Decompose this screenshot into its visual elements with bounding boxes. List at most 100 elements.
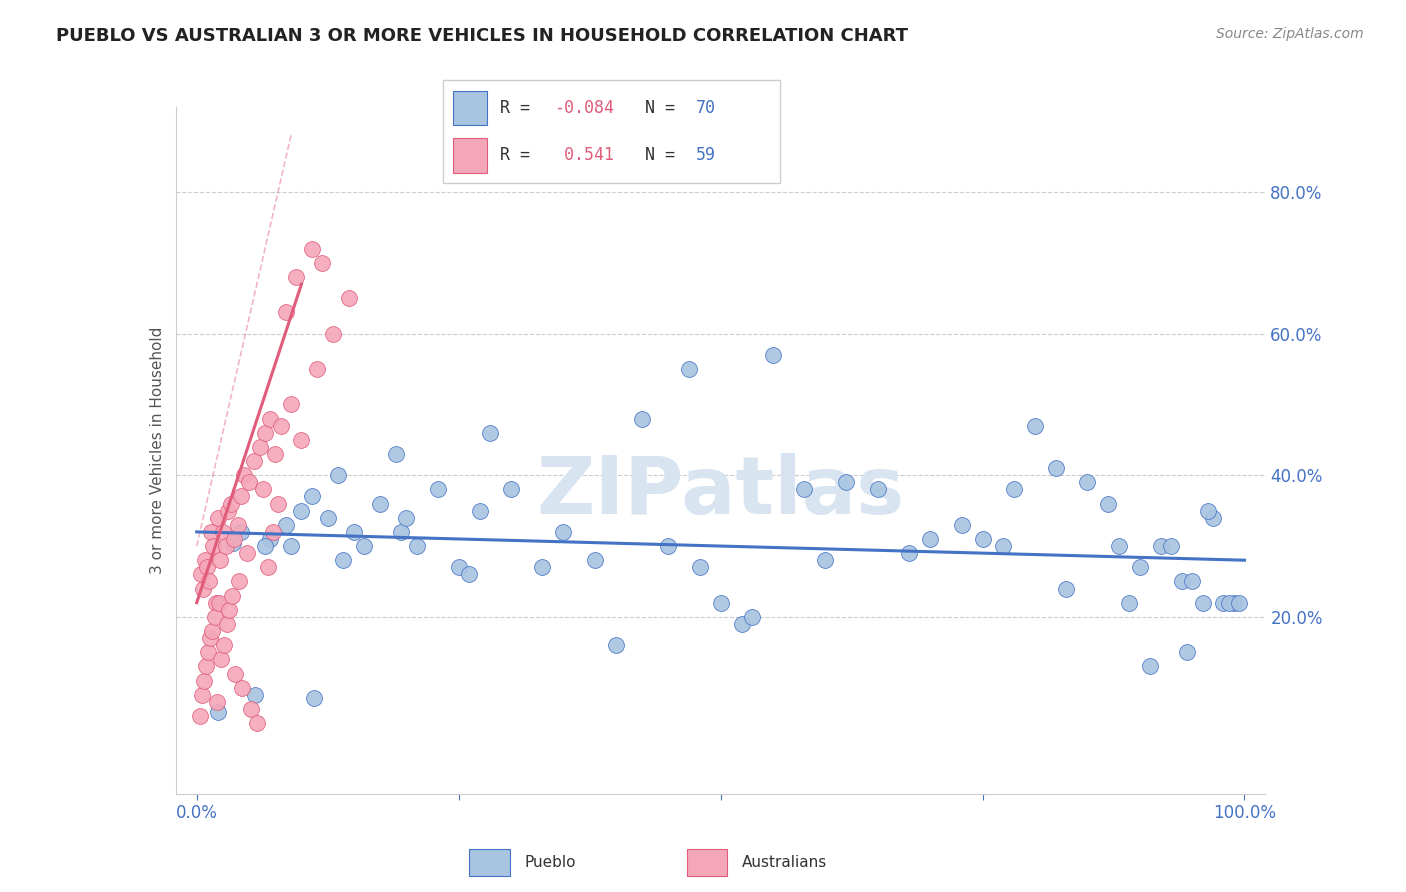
Point bbox=[224, 532, 246, 546]
Point bbox=[194, 553, 217, 567]
Text: -0.084: -0.084 bbox=[554, 99, 614, 117]
Point bbox=[835, 475, 858, 490]
Point bbox=[1097, 497, 1119, 511]
Point bbox=[212, 524, 235, 539]
Point bbox=[1223, 596, 1246, 610]
Point bbox=[389, 524, 412, 539]
Point bbox=[217, 616, 239, 631]
Point bbox=[368, 497, 391, 511]
Point bbox=[212, 638, 235, 652]
Point bbox=[631, 411, 654, 425]
Point bbox=[1218, 596, 1240, 610]
Point bbox=[657, 539, 679, 553]
Point bbox=[208, 553, 231, 567]
Point bbox=[190, 567, 212, 582]
Point bbox=[1118, 596, 1140, 610]
Point bbox=[302, 691, 325, 706]
Point bbox=[259, 411, 281, 425]
Point bbox=[191, 582, 214, 596]
Point bbox=[343, 524, 366, 539]
Point bbox=[1149, 539, 1171, 553]
Point bbox=[301, 490, 323, 504]
Point bbox=[1175, 645, 1198, 659]
Point bbox=[222, 535, 245, 549]
Point bbox=[280, 397, 302, 411]
Point bbox=[395, 510, 418, 524]
Text: N =: N = bbox=[645, 99, 685, 117]
Point bbox=[207, 510, 229, 524]
Point bbox=[1002, 483, 1025, 497]
Point bbox=[1197, 503, 1219, 517]
Point bbox=[231, 681, 253, 695]
Point bbox=[1024, 418, 1046, 433]
Point bbox=[741, 610, 763, 624]
Point bbox=[274, 305, 297, 319]
Point bbox=[920, 532, 942, 546]
Text: 70: 70 bbox=[696, 99, 716, 117]
Point bbox=[898, 546, 921, 560]
Point bbox=[197, 645, 219, 659]
Point bbox=[993, 539, 1015, 553]
Point bbox=[202, 539, 225, 553]
Point bbox=[1139, 659, 1161, 673]
Point bbox=[195, 659, 218, 673]
Text: Pueblo: Pueblo bbox=[524, 855, 576, 870]
Point bbox=[583, 553, 606, 567]
Point bbox=[195, 560, 218, 574]
Point bbox=[384, 447, 406, 461]
Point bbox=[316, 510, 339, 524]
Text: Australians: Australians bbox=[742, 855, 828, 870]
Text: 59: 59 bbox=[696, 146, 716, 164]
Text: PUEBLO VS AUSTRALIAN 3 OR MORE VEHICLES IN HOUSEHOLD CORRELATION CHART: PUEBLO VS AUSTRALIAN 3 OR MORE VEHICLES … bbox=[56, 27, 908, 45]
Point bbox=[198, 574, 221, 589]
Point bbox=[252, 483, 274, 497]
Point bbox=[236, 546, 259, 560]
Point bbox=[1054, 582, 1077, 596]
Point bbox=[253, 425, 276, 440]
Point bbox=[246, 716, 269, 731]
Point bbox=[1160, 539, 1182, 553]
Text: N =: N = bbox=[645, 146, 685, 164]
Point bbox=[264, 447, 287, 461]
Point bbox=[243, 454, 266, 468]
Text: R =: R = bbox=[501, 99, 540, 117]
Point bbox=[201, 624, 224, 638]
Point bbox=[259, 532, 281, 546]
Text: Source: ZipAtlas.com: Source: ZipAtlas.com bbox=[1216, 27, 1364, 41]
Point bbox=[1129, 560, 1152, 574]
Point bbox=[204, 610, 226, 624]
Point bbox=[328, 468, 350, 483]
Text: R =: R = bbox=[501, 146, 540, 164]
Text: 0.541: 0.541 bbox=[554, 146, 614, 164]
Point bbox=[191, 688, 214, 702]
Point bbox=[307, 362, 329, 376]
Bar bbox=[453, 91, 486, 126]
Point bbox=[205, 695, 228, 709]
Point bbox=[337, 291, 360, 305]
Point bbox=[224, 666, 246, 681]
Point bbox=[531, 560, 554, 574]
Bar bbox=[470, 849, 509, 876]
Point bbox=[605, 638, 627, 652]
Point bbox=[311, 256, 333, 270]
Point bbox=[468, 503, 491, 517]
Point bbox=[689, 560, 711, 574]
Point bbox=[1202, 510, 1225, 524]
Point bbox=[217, 503, 239, 517]
Point bbox=[228, 574, 250, 589]
Point bbox=[238, 475, 260, 490]
Point bbox=[229, 490, 252, 504]
Point bbox=[1227, 596, 1250, 610]
Point bbox=[193, 673, 215, 688]
Point bbox=[762, 348, 785, 362]
Point bbox=[793, 483, 815, 497]
Point bbox=[215, 539, 238, 553]
Point bbox=[290, 503, 312, 517]
Point bbox=[447, 560, 470, 574]
Point bbox=[814, 553, 837, 567]
Point bbox=[332, 553, 354, 567]
Point bbox=[285, 270, 308, 285]
Point bbox=[270, 418, 292, 433]
Point bbox=[1045, 461, 1067, 475]
Point bbox=[274, 517, 297, 532]
